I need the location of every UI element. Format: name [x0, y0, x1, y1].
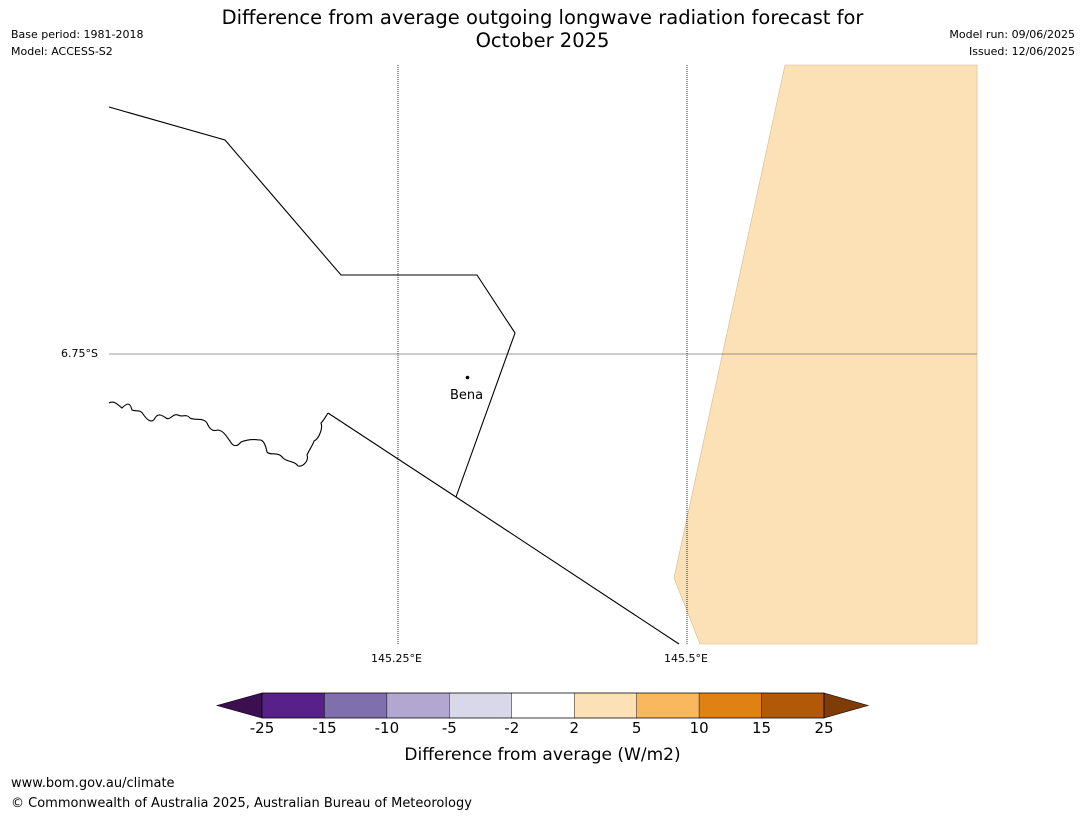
- model-run: Model run: 09/06/2025: [949, 28, 1075, 41]
- colorbar-tick-label: -10: [374, 719, 400, 737]
- colorbar-tick-label: -25: [249, 719, 275, 737]
- colorbar-tick-label: 5: [631, 719, 642, 737]
- colorbar-segment: [698, 692, 762, 719]
- footer-copyright: © Commonwealth of Australia 2025, Austra…: [11, 796, 472, 811]
- meta-left: Base period: 1981-2018 Model: ACCESS-S2: [11, 26, 143, 60]
- colorbar-tick-label: 25: [814, 719, 834, 737]
- colorbar-tick-label: 10: [689, 719, 709, 737]
- colorbar-tick-label: 15: [752, 719, 772, 737]
- colorbar-extend-high: [823, 692, 870, 719]
- colorbar-segment: [574, 692, 637, 719]
- colorbar-segment: [386, 692, 450, 719]
- colorbar-segment: [449, 692, 512, 719]
- colorbar-segment: [511, 692, 575, 719]
- colorbar-segment: [324, 692, 388, 719]
- colorbar-tick-label: -15: [312, 719, 337, 737]
- colorbar-outline: [261, 692, 825, 719]
- colorbar-extend-low: [215, 692, 263, 719]
- colorbar-segment: [636, 692, 700, 719]
- colorbar-tick-label: -2: [504, 719, 520, 737]
- latitude-label: 6.75°S: [61, 347, 98, 360]
- colorbar-segment: [761, 692, 825, 719]
- longitude-label-1: 145.25°E: [371, 652, 422, 665]
- meta-right: Model run: 09/06/2025 Issued: 12/06/2025: [949, 26, 1075, 60]
- place-label: Bena: [450, 388, 484, 403]
- colorbar-tick-label: -5: [441, 719, 457, 737]
- province-border: [108, 106, 516, 498]
- base-period: Base period: 1981-2018: [11, 28, 144, 41]
- colorbar-tick-label: 2: [569, 719, 579, 737]
- province-border: [327, 412, 680, 645]
- model-name: Model: ACCESS-S2: [11, 45, 113, 58]
- shaded-region: [673, 64, 978, 645]
- chart-title: Difference from average outgoing longwav…: [221, 6, 864, 52]
- colorbar-segment: [261, 692, 325, 719]
- longitude-label-2: 145.5°E: [664, 652, 708, 665]
- colorbar-label: Difference from average (W/m2): [404, 745, 681, 765]
- colorbar: [215, 692, 870, 719]
- place-marker: [465, 375, 470, 380]
- issued-date: Issued: 12/06/2025: [968, 45, 1075, 58]
- footer-url: www.bom.gov.au/climate: [11, 776, 175, 791]
- coastline: [108, 401, 329, 467]
